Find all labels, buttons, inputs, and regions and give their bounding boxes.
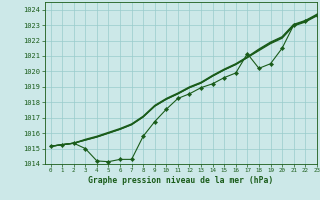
X-axis label: Graphe pression niveau de la mer (hPa): Graphe pression niveau de la mer (hPa) [88,176,273,185]
